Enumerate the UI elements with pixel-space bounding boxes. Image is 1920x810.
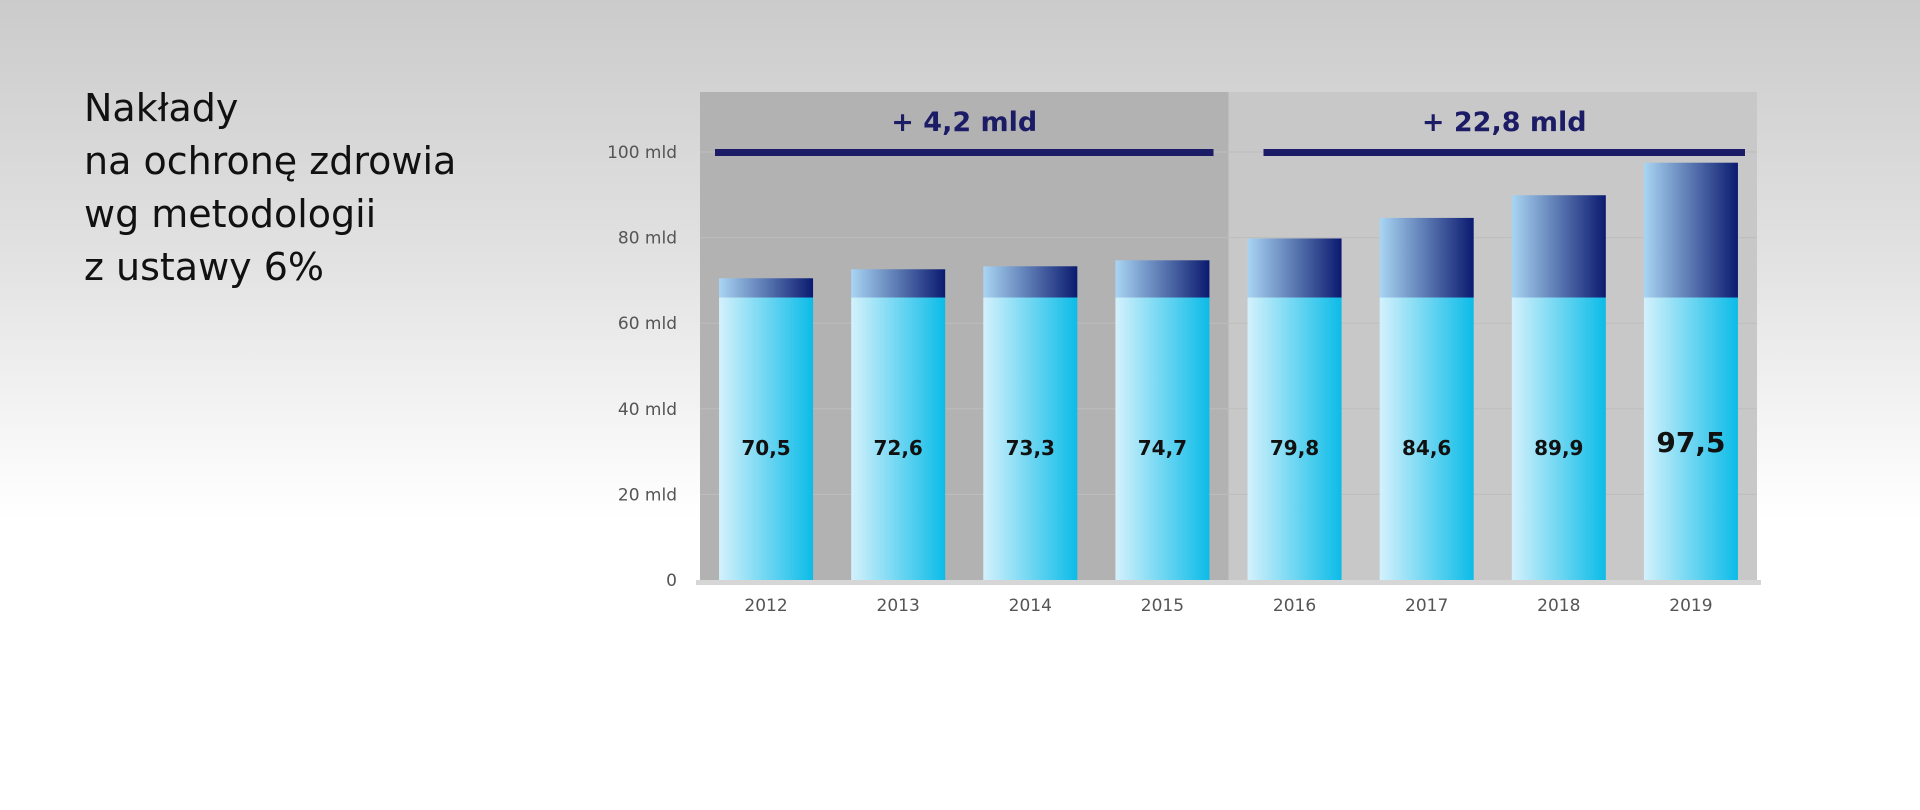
bar-increase-2018 [1511, 195, 1606, 298]
period-change-label-2: + 22,8 mld [1422, 107, 1587, 138]
bar-base-2018 [1511, 297, 1606, 580]
bar-value-label: 84,6 [1402, 436, 1451, 460]
bar-increase-2012 [719, 278, 814, 298]
bar-increase-2014 [983, 266, 1078, 298]
bar-value-label: 70,5 [741, 436, 790, 460]
bar-increase-2013 [851, 269, 946, 298]
title-line-1: Nakłady [84, 86, 239, 130]
y-tick-label: 80 mld [618, 229, 677, 249]
bar-base-2016 [1247, 297, 1342, 580]
bar-base-2013 [851, 297, 946, 580]
bar-value-label: 72,6 [874, 436, 923, 460]
y-tick-label: 0 [666, 571, 677, 591]
title-line-3: wg metodologii [84, 192, 377, 236]
x-tick-label: 2018 [1537, 596, 1580, 616]
x-tick-label: 2019 [1669, 596, 1712, 616]
bar-increase-2016 [1247, 238, 1342, 298]
y-tick-label: 100 mld [607, 143, 677, 163]
y-tick-label: 60 mld [618, 314, 677, 334]
chart-title: Nakłady na ochronę zdrowia wg metodologi… [84, 82, 456, 294]
x-axis-line [696, 580, 1761, 585]
title-line-4: z ustawy 6% [84, 245, 325, 289]
x-tick-label: 2015 [1141, 596, 1184, 616]
x-tick-label: 2017 [1405, 596, 1448, 616]
bar-value-label: 74,7 [1138, 436, 1187, 460]
y-tick-label: 40 mld [618, 400, 677, 420]
y-tick-label: 20 mld [618, 485, 677, 505]
x-tick-label: 2013 [877, 596, 920, 616]
bar-value-label: 97,5 [1656, 426, 1725, 459]
x-tick-label: 2012 [744, 596, 787, 616]
bar-base-2015 [1115, 297, 1210, 580]
period-bracket-2 [1263, 149, 1745, 156]
period-bracket-1 [715, 149, 1214, 156]
bar-value-label: 79,8 [1270, 436, 1319, 460]
bar-base-2017 [1379, 297, 1474, 580]
bar-base-2019 [1643, 297, 1738, 580]
x-tick-label: 2016 [1273, 596, 1316, 616]
bar-base-2012 [719, 297, 814, 580]
bar-increase-2017 [1379, 217, 1474, 298]
bar-base-2014 [983, 297, 1078, 580]
title-line-2: na ochronę zdrowia [84, 139, 457, 183]
bar-value-label: 89,9 [1534, 436, 1583, 460]
period-change-label-1: + 4,2 mld [891, 107, 1037, 138]
bar-increase-2019 [1643, 162, 1738, 298]
x-tick-label: 2014 [1009, 596, 1052, 616]
bar-value-label: 73,3 [1006, 436, 1055, 460]
bar-increase-2015 [1115, 260, 1210, 298]
